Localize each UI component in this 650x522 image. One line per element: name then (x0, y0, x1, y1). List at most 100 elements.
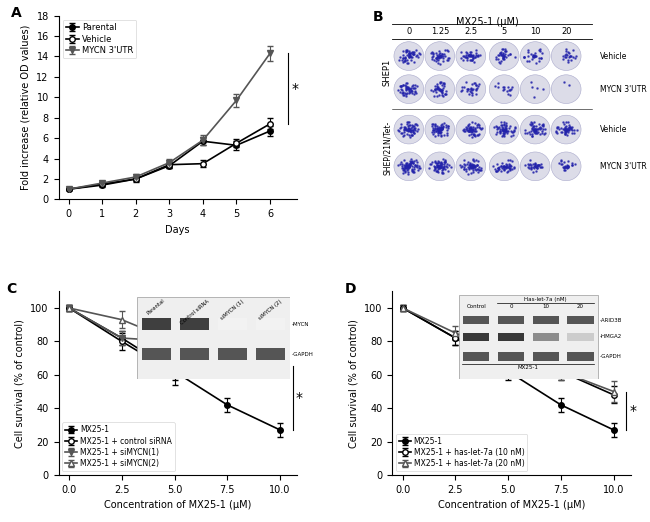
Point (508, 127, 519, 135)
Point (560, 127, 570, 136)
Point (462, 160, 473, 169)
Point (494, 123, 504, 131)
Point (510, 124, 521, 133)
Point (463, 165, 474, 173)
Point (437, 164, 448, 173)
Point (499, 84, 509, 92)
Point (551, 126, 562, 135)
Point (561, 127, 571, 136)
Point (466, 56, 476, 64)
Point (440, 158, 450, 166)
Point (406, 158, 417, 166)
Point (437, 50, 447, 58)
Point (560, 130, 570, 138)
Point (497, 125, 507, 134)
Point (476, 125, 486, 134)
Point (404, 160, 415, 168)
Point (558, 118, 568, 126)
Point (466, 123, 476, 131)
Point (461, 167, 471, 175)
Point (562, 161, 573, 170)
Point (534, 54, 544, 62)
Point (498, 127, 508, 136)
Point (441, 87, 451, 96)
Point (556, 124, 566, 133)
Point (407, 123, 417, 131)
Point (467, 126, 477, 135)
Point (472, 161, 482, 170)
Point (529, 126, 539, 135)
Point (496, 162, 506, 170)
Point (408, 167, 419, 175)
Point (465, 51, 476, 60)
Point (436, 165, 447, 174)
Point (438, 85, 448, 93)
Point (499, 118, 509, 126)
Point (430, 157, 441, 165)
Point (463, 120, 474, 128)
Point (560, 124, 571, 133)
Point (402, 130, 412, 139)
Point (403, 126, 413, 134)
Point (465, 163, 475, 171)
Point (552, 128, 563, 137)
Point (467, 162, 478, 170)
Point (402, 51, 413, 60)
Point (507, 165, 517, 173)
Point (434, 86, 444, 94)
Point (400, 161, 411, 170)
Point (534, 120, 544, 128)
Point (493, 164, 503, 172)
Point (473, 160, 483, 169)
Point (530, 162, 540, 170)
Point (400, 82, 411, 91)
Point (438, 164, 448, 173)
Point (399, 131, 410, 139)
Ellipse shape (394, 115, 424, 144)
Point (532, 161, 543, 170)
Point (402, 161, 413, 170)
Text: SHEP/21N/Tet-: SHEP/21N/Tet- (383, 121, 392, 175)
Point (552, 123, 563, 131)
Point (562, 131, 572, 139)
Point (525, 162, 536, 171)
Point (398, 127, 409, 136)
Point (467, 126, 477, 134)
Point (431, 54, 441, 63)
Point (432, 53, 442, 61)
Point (501, 118, 512, 127)
Point (468, 156, 478, 164)
Point (462, 126, 472, 135)
Point (556, 160, 567, 169)
Point (469, 161, 480, 169)
Point (462, 126, 473, 134)
Point (560, 127, 570, 136)
Point (428, 52, 439, 61)
Point (431, 126, 441, 135)
Point (436, 124, 447, 132)
Point (440, 165, 450, 173)
Point (409, 129, 419, 137)
Point (404, 52, 414, 60)
Point (567, 161, 577, 169)
Point (439, 162, 449, 170)
Point (395, 123, 406, 131)
Point (495, 127, 506, 136)
Point (409, 157, 419, 165)
Point (529, 92, 539, 101)
Point (437, 53, 448, 62)
Point (436, 52, 446, 60)
Point (438, 121, 448, 129)
Point (398, 51, 408, 60)
Point (509, 125, 519, 134)
Point (400, 81, 410, 90)
Point (405, 161, 415, 169)
Point (434, 162, 445, 171)
Point (500, 50, 510, 58)
Point (465, 48, 475, 56)
Point (436, 86, 446, 94)
Point (470, 79, 480, 87)
Point (563, 125, 573, 134)
Point (467, 90, 478, 99)
Point (496, 168, 506, 176)
